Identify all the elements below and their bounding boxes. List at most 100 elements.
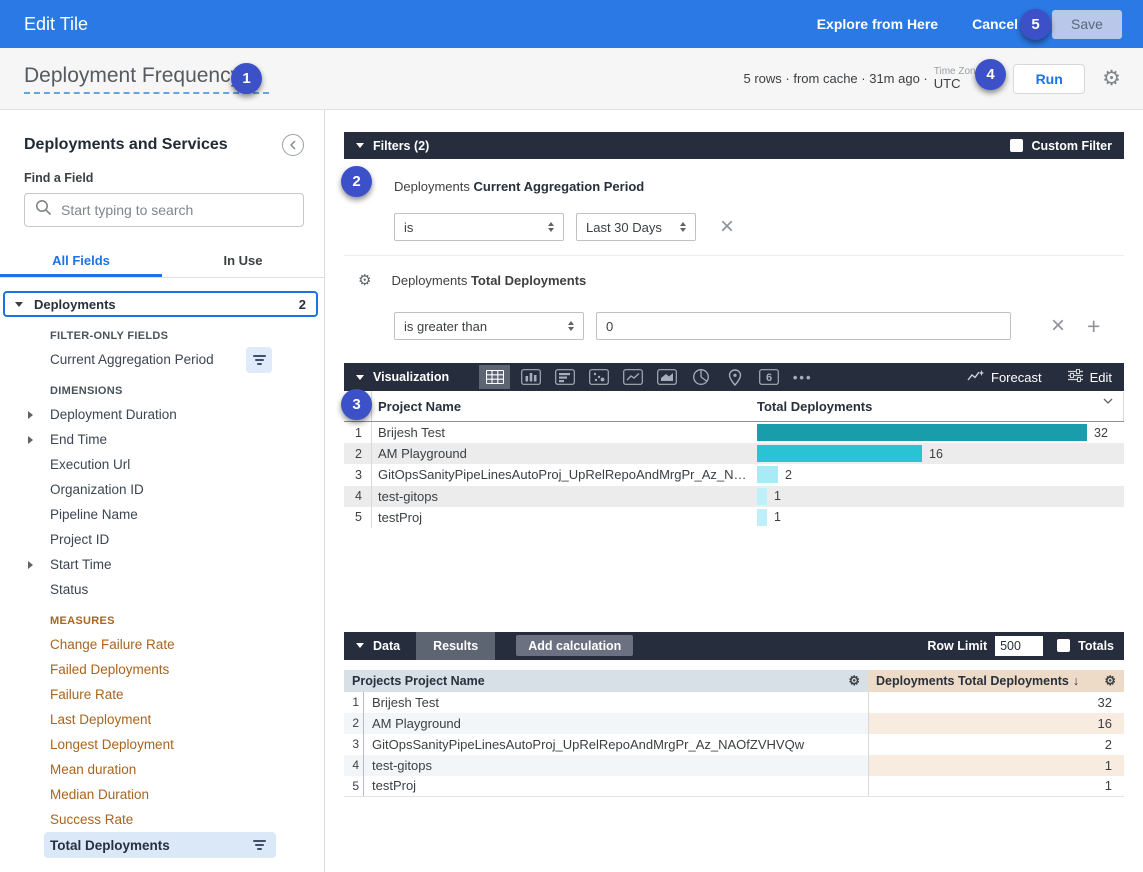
map-chart-icon[interactable] bbox=[721, 366, 748, 388]
project-name-cell[interactable]: test-gitops bbox=[378, 488, 438, 504]
viz-table-row[interactable]: 1 Brijesh Test 32 bbox=[344, 422, 1124, 444]
project-name-cell[interactable]: Brijesh Test bbox=[372, 694, 439, 710]
field-pipeline-name[interactable]: Pipeline Name bbox=[44, 502, 276, 527]
value-bar[interactable] bbox=[757, 445, 922, 463]
field-last-deployment[interactable]: Last Deployment bbox=[44, 707, 276, 732]
bar-chart-icon[interactable] bbox=[551, 366, 578, 388]
viz-table-row[interactable]: 3 GitOpsSanityPipeLinesAutoProj_UpRelRepo… bbox=[344, 464, 1124, 486]
field-total-deployments[interactable]: Total Deployments bbox=[44, 832, 276, 858]
field-organization-id[interactable]: Organization ID bbox=[44, 477, 276, 502]
field-start-time[interactable]: Start Time bbox=[28, 552, 276, 577]
viz-table-row[interactable]: 4 test-gitops 1 bbox=[344, 485, 1124, 507]
deployments-group-row[interactable]: Deployments 2 bbox=[3, 291, 318, 317]
results-table-row[interactable]: 3 GitOpsSanityPipeLinesAutoProj_UpRelRepo… bbox=[344, 733, 1124, 755]
project-name-cell[interactable]: GitOpsSanityPipeLinesAutoProj_UpRelRepoA… bbox=[372, 736, 805, 752]
remove-filter1-icon[interactable]: × bbox=[720, 213, 735, 240]
cancel-button[interactable]: Cancel bbox=[972, 16, 1018, 32]
visualization-section-bar[interactable]: Visualization 6 ••• Forecast Edit bbox=[344, 363, 1124, 391]
filter-funnel-icon[interactable] bbox=[246, 346, 272, 373]
total-deployments-cell[interactable]: 1 bbox=[868, 775, 1124, 796]
run-button[interactable]: Run bbox=[1013, 63, 1086, 94]
remove-filter2-icon[interactable]: × bbox=[1051, 312, 1066, 339]
results-tab[interactable]: Results bbox=[416, 631, 496, 660]
search-input[interactable] bbox=[61, 202, 293, 218]
project-name-cell[interactable]: test-gitops bbox=[364, 754, 868, 776]
column-chevron-down-icon[interactable] bbox=[1103, 392, 1113, 407]
custom-filter-checkbox[interactable] bbox=[1010, 139, 1024, 152]
forecast-button[interactable]: Forecast bbox=[967, 369, 1042, 385]
sort-desc-icon[interactable]: ↓ bbox=[1072, 673, 1080, 688]
results-table-row[interactable]: 5 testProj 1 bbox=[344, 775, 1124, 797]
edit-viz-button[interactable]: Edit bbox=[1067, 369, 1112, 385]
viz-col-total-deployments[interactable]: Total Deployments bbox=[748, 392, 1124, 421]
value-bar[interactable] bbox=[757, 487, 767, 505]
column-chart-icon[interactable] bbox=[517, 366, 544, 388]
filter1-operator-select[interactable]: is bbox=[394, 213, 564, 241]
field-deployment-duration[interactable]: Deployment Duration bbox=[28, 402, 276, 427]
filter2-operator-select[interactable]: is greater than bbox=[394, 312, 584, 340]
tab-all-fields[interactable]: All Fields bbox=[0, 245, 162, 277]
add-calculation-button[interactable]: Add calculation bbox=[516, 635, 634, 657]
project-name-cell[interactable]: AM Playground bbox=[364, 712, 868, 734]
results-table-row[interactable]: 4 test-gitops 1 bbox=[344, 754, 1124, 776]
total-deployments-cell[interactable]: 16 bbox=[868, 712, 1124, 734]
filter2-gear-icon[interactable]: ⚙ bbox=[358, 271, 372, 289]
pie-chart-icon[interactable] bbox=[687, 366, 714, 388]
field-median-duration[interactable]: Median Duration bbox=[44, 782, 276, 807]
viz-col-project-name[interactable]: Project Name bbox=[378, 399, 462, 414]
field-status[interactable]: Status bbox=[44, 577, 276, 602]
viz-table-row[interactable]: 2 AM Playground 16 bbox=[344, 443, 1124, 465]
totals-checkbox[interactable] bbox=[1057, 639, 1071, 653]
field-failure-rate[interactable]: Failure Rate bbox=[44, 682, 276, 707]
table-chart-icon[interactable] bbox=[479, 365, 511, 389]
project-name-cell[interactable]: Brijesh Test bbox=[378, 425, 445, 441]
value-bar[interactable] bbox=[757, 508, 767, 526]
column-gear-icon[interactable]: ⚙ bbox=[1104, 672, 1116, 688]
field-success-rate[interactable]: Success Rate bbox=[44, 807, 276, 832]
expand-arrow-icon[interactable] bbox=[28, 410, 33, 419]
results-col-total-deployments[interactable]: Deployments Total Deployments ↓ ⚙ bbox=[868, 669, 1124, 692]
field-current-aggregation-period[interactable]: Current Aggregation Period bbox=[44, 346, 276, 373]
single-value-chart-icon[interactable]: 6 bbox=[755, 366, 782, 388]
filter1-value-select[interactable]: Last 30 Days bbox=[576, 213, 696, 241]
field-search-box[interactable] bbox=[24, 193, 304, 227]
field-mean-duration[interactable]: Mean duration bbox=[44, 757, 276, 782]
field-end-time[interactable]: End Time bbox=[28, 427, 276, 452]
project-name-cell[interactable]: testProj bbox=[372, 778, 417, 794]
tile-title[interactable]: Deployment Frequency bbox=[24, 64, 270, 94]
add-filter-icon[interactable]: + bbox=[1087, 312, 1101, 339]
field-longest-deployment[interactable]: Longest Deployment bbox=[44, 732, 276, 757]
field-change-failure-rate[interactable]: Change Failure Rate bbox=[44, 632, 276, 657]
filter-funnel-icon[interactable] bbox=[246, 832, 272, 858]
filters-section-bar[interactable]: Filters (2) Custom Filter bbox=[344, 132, 1124, 159]
results-col-project-name[interactable]: Projects Project Name ⚙ bbox=[344, 669, 868, 692]
expand-arrow-icon[interactable] bbox=[28, 435, 33, 444]
viz-table-row[interactable]: 5 testProj 1 bbox=[344, 506, 1124, 528]
save-button[interactable]: Save bbox=[1052, 9, 1122, 39]
data-section-bar[interactable]: Data Results Add calculation Row Limit T… bbox=[344, 631, 1124, 660]
area-chart-icon[interactable] bbox=[653, 366, 680, 388]
results-table-row[interactable]: 1 Brijesh Test 32 bbox=[344, 691, 1124, 713]
total-deployments-cell[interactable]: 2 bbox=[868, 733, 1124, 755]
value-bar[interactable] bbox=[757, 466, 778, 484]
row-limit-input[interactable] bbox=[995, 635, 1044, 656]
explore-from-here-link[interactable]: Explore from Here bbox=[816, 16, 939, 32]
scatter-chart-icon[interactable] bbox=[585, 366, 612, 388]
filter2-value-input[interactable] bbox=[596, 312, 1011, 340]
field-failed-deployments[interactable]: Failed Deployments bbox=[44, 657, 276, 682]
project-name-cell[interactable]: GitOpsSanityPipeLinesAutoProj_UpRelRepoA… bbox=[378, 467, 748, 483]
results-table-row[interactable]: 2 AM Playground 16 bbox=[344, 712, 1124, 734]
line-chart-icon[interactable] bbox=[619, 366, 646, 388]
project-name-cell[interactable]: testProj bbox=[378, 509, 423, 525]
expand-arrow-icon[interactable] bbox=[28, 560, 33, 569]
tab-in-use[interactable]: In Use bbox=[223, 253, 263, 268]
total-deployments-cell[interactable]: 32 bbox=[868, 691, 1124, 713]
more-chart-icon[interactable]: ••• bbox=[792, 369, 813, 385]
field-execution-url[interactable]: Execution Url bbox=[44, 452, 276, 477]
project-name-cell[interactable]: AM Playground bbox=[378, 446, 467, 462]
column-gear-icon[interactable]: ⚙ bbox=[848, 672, 860, 688]
collapse-sidebar-icon[interactable] bbox=[282, 134, 304, 156]
value-bar[interactable] bbox=[757, 424, 1087, 442]
settings-gear-icon[interactable]: ⚙ bbox=[1102, 67, 1121, 90]
field-project-id[interactable]: Project ID bbox=[44, 527, 276, 552]
